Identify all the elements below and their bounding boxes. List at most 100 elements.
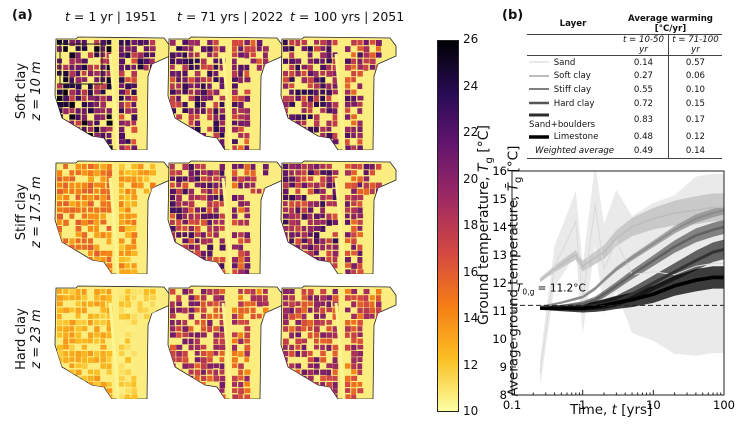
map-cell [94, 257, 100, 263]
map-cell [295, 139, 301, 145]
map-cell [244, 257, 251, 263]
map-cell [332, 58, 338, 64]
map-cell [207, 188, 213, 195]
map-cell [295, 226, 301, 232]
map-cell [182, 269, 188, 274]
map-cell [238, 164, 244, 169]
map-road [221, 177, 233, 274]
map-cell [125, 83, 132, 90]
map-cell [143, 64, 149, 71]
map-cell [106, 357, 112, 363]
table-layer-cell: Limestone [527, 130, 619, 144]
map-cell [244, 182, 250, 189]
map-cell [75, 133, 81, 138]
map-cell [244, 176, 251, 182]
map-cell [188, 232, 195, 238]
map-cell [100, 351, 106, 358]
map-cell [307, 164, 314, 170]
table-weighted-label: Weighted average [527, 143, 619, 159]
map-cell [125, 232, 132, 238]
map-cell [345, 394, 351, 399]
map-cell [170, 388, 176, 395]
map-cell [176, 176, 182, 183]
map-cell [88, 108, 94, 114]
map-cell [137, 307, 144, 313]
map-cell [201, 388, 207, 395]
map-cell [238, 145, 244, 150]
map-cell [332, 139, 339, 145]
map-cell [137, 176, 143, 182]
map-cell [238, 257, 244, 263]
map-cell [326, 89, 332, 96]
map-cell [295, 95, 301, 101]
map-cell [182, 139, 188, 145]
map-cell [88, 357, 94, 364]
map-cell [75, 357, 81, 363]
map-cell [207, 126, 213, 132]
map-cell [170, 289, 176, 295]
table-subheader-blank [527, 34, 619, 56]
map-cell [188, 301, 195, 307]
map-cell [176, 213, 182, 220]
map-cell [188, 133, 195, 139]
map-cell [345, 83, 351, 89]
map-cell [143, 176, 150, 182]
map-cell [188, 58, 194, 65]
map-cell [213, 52, 219, 58]
map-cell [69, 375, 76, 382]
panel-a-label: (a) [12, 8, 33, 23]
map-cell [345, 195, 351, 201]
map-cell [295, 188, 301, 194]
map-cell [307, 46, 313, 52]
map-cell [100, 263, 106, 268]
map-cell [125, 170, 131, 175]
map-cell [207, 351, 214, 357]
map-cell [170, 77, 176, 83]
map-cell [119, 295, 125, 301]
map-cell [351, 375, 358, 381]
map-cell [332, 64, 339, 71]
map-cell [188, 332, 194, 338]
map-cell [119, 83, 125, 89]
map-cell [326, 301, 332, 308]
map-cell [176, 269, 182, 274]
map-cell [307, 232, 313, 237]
map-cell [314, 382, 319, 388]
map-cell [81, 40, 87, 46]
map-cell [194, 213, 201, 220]
map-cell [201, 145, 207, 150]
map-cell [307, 170, 314, 176]
map-cell [314, 139, 319, 146]
map-cell [69, 102, 75, 108]
series-line-sand [539, 204, 724, 373]
map-cell [345, 133, 351, 138]
map-cell [170, 201, 176, 207]
map-cell [314, 244, 320, 251]
map-cell [295, 351, 301, 357]
map-cell [125, 269, 131, 274]
map-cell [289, 307, 294, 314]
map-cell [244, 71, 250, 78]
map-cell [326, 139, 332, 146]
map-cell [232, 139, 238, 145]
map-cell [69, 170, 75, 176]
map-cell [94, 250, 100, 257]
map-cell [351, 382, 357, 388]
map-cell [201, 295, 207, 301]
table-row-weighted: Weighted average 0.49 0.14 [527, 143, 722, 159]
map-cell [125, 64, 131, 71]
table-late-value: 0.06 [685, 71, 706, 82]
map-cell [194, 195, 201, 200]
map-cell [94, 244, 100, 251]
map-cell [207, 320, 213, 327]
map-cell [201, 326, 207, 332]
map-cell [232, 382, 237, 387]
colorbar-tick-label: 22 [463, 125, 479, 139]
map-cell [283, 102, 289, 108]
map-cell [256, 46, 262, 52]
map-cell [238, 46, 244, 52]
map-cell [188, 369, 194, 375]
map-cell [238, 351, 244, 357]
map-cell [320, 188, 326, 194]
table-layer-name: Stiff clay [551, 84, 592, 95]
